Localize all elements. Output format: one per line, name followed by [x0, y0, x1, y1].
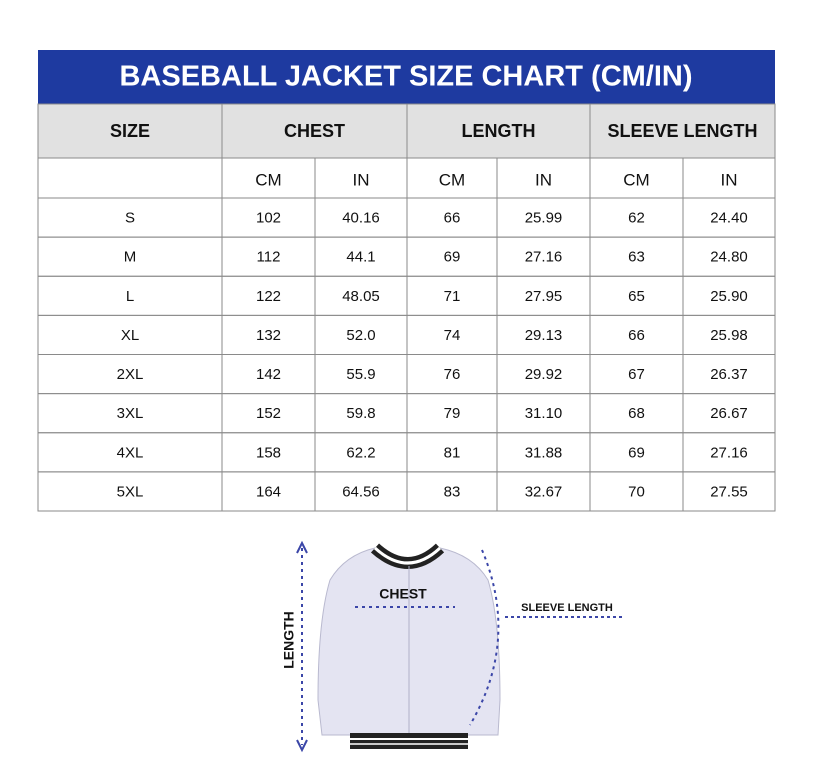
measurement: 71	[444, 288, 461, 305]
measurement: 83	[444, 483, 461, 500]
measurement: 70	[628, 483, 645, 500]
measurement: 25.98	[710, 327, 748, 344]
subheader-text: CM	[623, 170, 649, 189]
measurement: 102	[256, 210, 281, 227]
measurement: 55.9	[346, 366, 375, 383]
size-label: 4XL	[117, 444, 144, 461]
subheader-text: IN	[353, 170, 370, 189]
measurement: 164	[256, 483, 281, 500]
measurement: 66	[628, 327, 645, 344]
measurement: 27.16	[710, 444, 748, 461]
subheader-text: CM	[255, 170, 281, 189]
measurement: 152	[256, 405, 281, 422]
subheader-text: IN	[721, 170, 738, 189]
collar-stripe	[373, 546, 442, 565]
measurement: 66	[444, 210, 461, 227]
measurement: 27.16	[525, 249, 563, 266]
size-label: XL	[121, 327, 139, 344]
header-text: LENGTH	[462, 121, 536, 141]
measurement: 62.2	[346, 444, 375, 461]
size-label: L	[126, 288, 134, 305]
measurement: 32.67	[525, 483, 563, 500]
size-label: 5XL	[117, 483, 144, 500]
size-label: 2XL	[117, 366, 144, 383]
measurement: 122	[256, 288, 281, 305]
measurement: 44.1	[346, 249, 375, 266]
length-arrowheads	[296, 540, 308, 753]
subheader-cell	[37, 157, 223, 199]
measurement: 79	[444, 405, 461, 422]
measurement: 25.90	[710, 288, 748, 305]
size-label: 3XL	[117, 405, 144, 422]
measurement: 81	[444, 444, 461, 461]
measurement: 64.56	[342, 483, 380, 500]
measurement: 63	[628, 249, 645, 266]
measurement: 59.8	[346, 405, 375, 422]
table-cell	[682, 471, 776, 512]
measurement: 24.80	[710, 249, 748, 266]
header-text: SLEEVE LENGTH	[607, 121, 757, 141]
measurement: 132	[256, 327, 281, 344]
measurement: 68	[628, 405, 645, 422]
measurement: 29.13	[525, 327, 563, 344]
title-bar	[38, 50, 775, 104]
size-label: M	[124, 249, 137, 266]
measurement: 112	[257, 249, 281, 266]
header-text: SIZE	[110, 121, 150, 141]
header-text: CHEST	[284, 121, 345, 141]
size-table: SIZE CHEST LENGTH SLEEVE LENGTH CM IN CM IN CM IN…	[37, 103, 776, 512]
measurement: 158	[256, 444, 281, 461]
measurement: 31.10	[525, 405, 563, 422]
measurement: 27.55	[710, 483, 748, 500]
measurement: 142	[256, 366, 281, 383]
jacket-diagram: LENGTH CHEST SLEEVE LENGTH	[281, 540, 625, 753]
title: BASEBALL JACKET SIZE CHART (CM/IN)	[119, 61, 692, 93]
measurement: 74	[444, 327, 461, 344]
subheader-text: CM	[439, 170, 465, 189]
measurement: 67	[628, 366, 645, 383]
sleeve-label: SLEEVE LENGTH	[521, 602, 613, 614]
measurement: 27.95	[525, 288, 563, 305]
length-label: LENGTH	[281, 611, 297, 669]
measurement: 48.05	[342, 288, 380, 305]
subheader-text: IN	[535, 170, 552, 189]
measurement: 26.67	[710, 405, 748, 422]
measurement: 24.40	[710, 210, 748, 227]
measurement: 69	[628, 444, 645, 461]
measurement: 25.99	[525, 210, 563, 227]
measurement: 65	[628, 288, 645, 305]
measurement: 76	[444, 366, 461, 383]
measurement: 31.88	[525, 444, 563, 461]
size-label: S	[125, 210, 135, 227]
chest-label: CHEST	[379, 586, 427, 602]
measurement: 69	[444, 249, 461, 266]
measurement: 26.37	[710, 366, 748, 383]
sleeve-arrow	[469, 549, 500, 726]
measurement: 62	[628, 210, 645, 227]
measurement: 40.16	[342, 210, 380, 227]
measurement: 52.0	[346, 327, 375, 344]
measurement: 29.92	[525, 366, 563, 383]
waistband	[350, 733, 468, 749]
